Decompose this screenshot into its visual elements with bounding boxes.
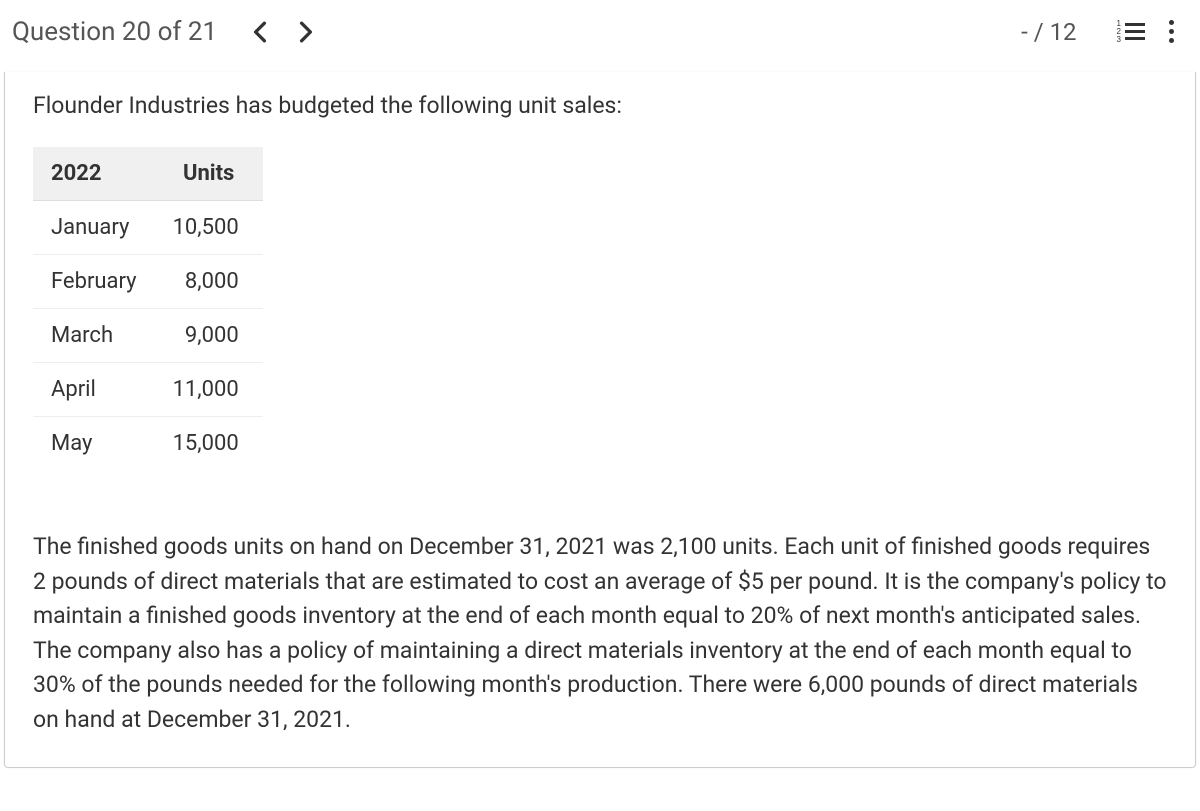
- table-header-row: 2022 Units: [33, 147, 263, 201]
- table-row: April 11,000: [33, 363, 263, 417]
- table-cell-month: February: [33, 255, 155, 309]
- table-header-year: 2022: [33, 147, 155, 201]
- table-header-units: Units: [155, 147, 263, 201]
- more-options-button[interactable]: [1155, 10, 1188, 53]
- table-cell-units: 15,000: [155, 417, 263, 471]
- table-cell-month: January: [33, 201, 155, 255]
- table-cell-units: 8,000: [155, 255, 263, 309]
- table-row: February 8,000: [33, 255, 263, 309]
- table-cell-units: 11,000: [155, 363, 263, 417]
- table-row: March 9,000: [33, 309, 263, 363]
- next-question-button[interactable]: [283, 13, 329, 51]
- chevron-right-icon: [299, 21, 313, 43]
- chevron-left-icon: [253, 21, 267, 43]
- kebab-icon: [1165, 16, 1178, 47]
- question-header: Question 20 of 21 - / 12 123: [0, 0, 1200, 72]
- unit-sales-table: 2022 Units January 10,500 February 8,000…: [33, 147, 263, 470]
- table-cell-month: March: [33, 309, 155, 363]
- question-intro-text: Flounder Industries has budgeted the fol…: [33, 92, 1167, 119]
- table-cell-units: 9,000: [155, 309, 263, 363]
- question-list-button[interactable]: 123: [1107, 14, 1155, 50]
- question-counter: Question 20 of 21: [12, 17, 217, 47]
- question-body-text: The finished goods units on hand on Dece…: [33, 530, 1167, 737]
- table-cell-units: 10,500: [155, 201, 263, 255]
- table-row: May 15,000: [33, 417, 263, 471]
- prev-question-button[interactable]: [237, 13, 283, 51]
- table-row: January 10,500: [33, 201, 263, 255]
- score-display: - / 12: [1021, 18, 1076, 46]
- question-content-panel: Flounder Industries has budgeted the fol…: [4, 72, 1196, 768]
- table-cell-month: May: [33, 417, 155, 471]
- table-cell-month: April: [33, 363, 155, 417]
- numbered-list-icon: 123: [1117, 20, 1145, 44]
